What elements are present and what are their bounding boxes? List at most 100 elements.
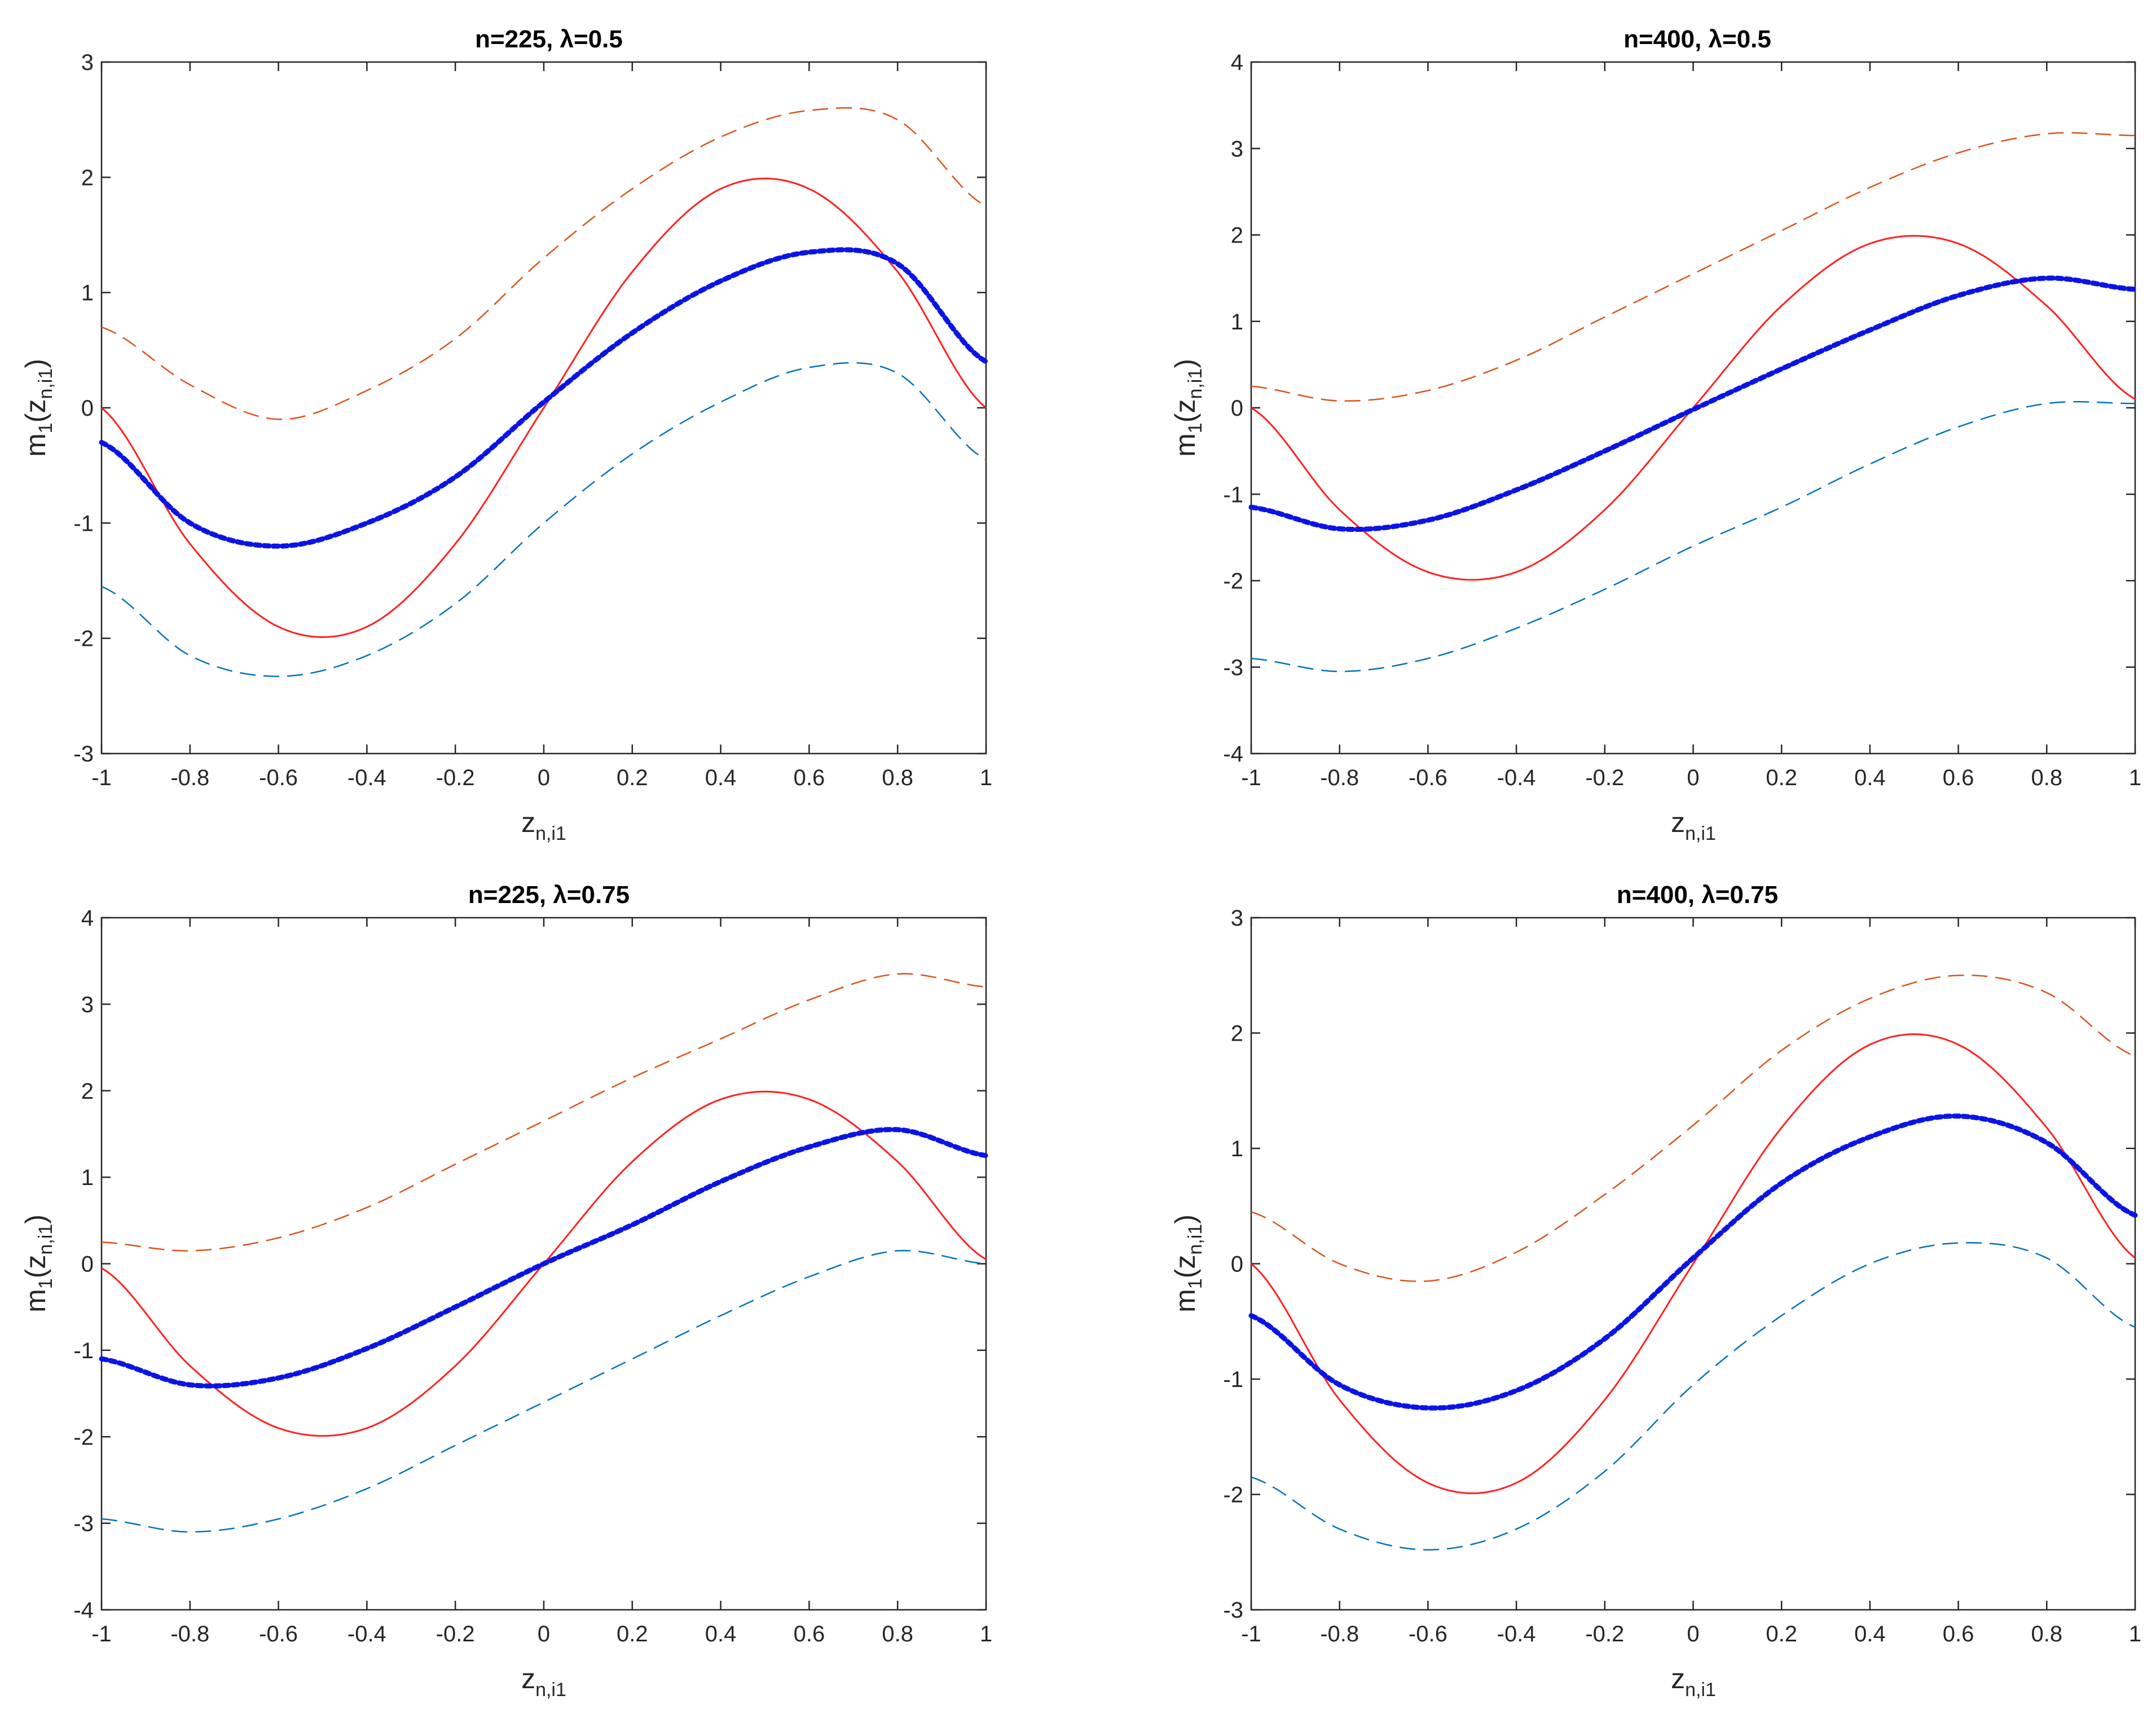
x-tick-label: 0.6	[794, 1622, 825, 1646]
x-tick-label: 1	[980, 1622, 992, 1646]
lower-band-line	[101, 1249, 987, 1533]
upper-band-line	[1251, 132, 2136, 402]
y-tick-label: 1	[1231, 310, 1243, 334]
x-tick-label: -0.6	[1409, 765, 1447, 790]
y-tick-label: 2	[1231, 223, 1243, 248]
lower-band-line	[1251, 401, 2135, 672]
y-tick-label: -2	[73, 1425, 94, 1450]
x-tick-label: -0.2	[1585, 1622, 1624, 1646]
x-tick-label: 0.4	[1854, 1622, 1886, 1646]
y-tick-label: 0	[1231, 396, 1243, 421]
y-tick-label: -1	[73, 511, 94, 536]
panel-n225-lambda075: n=225, λ=0.75 -1 -0.8 -0.6 -0.4 -0.2 0 0.2 0.4 0…	[20, 881, 992, 1701]
x-tick-label: 0	[1687, 765, 1699, 790]
panel-n400-lambda075: n=400, λ=0.75 -1 -0.8 -0.6 -0.4 -0.2 0 0.2 0.4 0…	[1169, 881, 2141, 1701]
y-tick-label: 0	[81, 396, 94, 421]
x-tick-label: -0.4	[1497, 1622, 1536, 1646]
y-tick-label: 2	[1231, 1021, 1243, 1046]
lower-band-line	[101, 362, 987, 677]
x-tick-label: 0.6	[794, 765, 825, 790]
plot-area: -1 -0.8 -0.6 -0.4 -0.2 0 0.2 0.4 0.6 0.8 1 -3 -2 -1 0 1…	[73, 50, 992, 790]
plot-area: -1 -0.8 -0.6 -0.4 -0.2 0 0.2 0.4 0.6 0.8 1 -4 -3 -2 -1…	[73, 906, 992, 1646]
x-tick-label: 0.2	[1766, 765, 1797, 790]
x-tick-label: -1	[1241, 1622, 1261, 1646]
y-tick-label: -2	[1223, 569, 1243, 594]
x-tick-label: 0.4	[705, 765, 737, 790]
y-tick-label: 1	[1231, 1137, 1243, 1161]
x-tick-label: 0.4	[705, 1622, 737, 1646]
true-function-line	[101, 177, 987, 638]
y-tick-label: 2	[81, 1079, 94, 1104]
x-tick-label: 0	[1687, 1622, 1699, 1646]
y-tick-label: -1	[1223, 482, 1243, 507]
x-tick-label: 0.6	[1943, 1622, 1974, 1646]
x-tick-label: 0.2	[1766, 1622, 1797, 1646]
panel-title: n=225, λ=0.5	[475, 25, 623, 53]
y-tick-label: 0	[1231, 1252, 1243, 1277]
x-tick-label: -0.4	[347, 765, 386, 790]
panel-title: n=400, λ=0.5	[1623, 25, 1771, 53]
x-tick-label: 0	[538, 1622, 550, 1646]
y-tick-label: 3	[81, 50, 94, 75]
x-tick-label: 0.4	[1854, 765, 1886, 790]
panel-n225-lambda05: n=225, λ=0.5 -1 -0.8 -0.6 -0.4 -0.2 0 0.2 0.4 0.…	[20, 25, 992, 844]
panel-n400-lambda05: n=400, λ=0.5 -1 -0.8 -0.6 -0.4 -0.2 0 0.2 0.4 0.…	[1169, 25, 2141, 844]
x-tick-label: -1	[91, 765, 112, 790]
upper-band-line	[1251, 974, 2136, 1282]
y-axis-label: m1(zn,i1)	[20, 359, 56, 457]
y-tick-label: 2	[81, 165, 94, 190]
y-axis-label: m1(zn,i1)	[1169, 1214, 1206, 1313]
x-tick-label: -0.4	[1497, 765, 1536, 790]
x-axis-label: zn,i1	[521, 1663, 566, 1701]
y-tick-label: -3	[73, 1512, 94, 1536]
x-axis-label: zn,i1	[1671, 807, 1716, 844]
x-tick-label: 0.2	[617, 765, 648, 790]
x-axis-label: zn,i1	[521, 807, 566, 844]
y-tick-label: 3	[1231, 906, 1243, 931]
x-tick-label: 0.2	[617, 1622, 648, 1646]
y-tick-label: -1	[1223, 1367, 1243, 1392]
y-tick-label: -4	[1223, 742, 1243, 767]
x-tick-label: -0.8	[1320, 765, 1359, 790]
x-tick-label: -0.6	[1409, 1622, 1447, 1646]
estimate-dotted-line	[99, 247, 989, 549]
x-tick-label: -0.2	[1585, 765, 1624, 790]
plot-area: -1 -0.8 -0.6 -0.4 -0.2 0 0.2 0.4 0.6 0.8 1 -4 -3 -2 -1…	[1223, 50, 2141, 790]
x-tick-label: 0.6	[1943, 765, 1974, 790]
x-tick-label: -0.2	[436, 1622, 475, 1646]
x-tick-label: 1	[2129, 765, 2141, 790]
true-function-line	[1251, 1033, 2136, 1495]
y-tick-label: -4	[73, 1598, 94, 1623]
x-axis-label: zn,i1	[1671, 1663, 1716, 1701]
x-tick-label: -0.6	[259, 765, 298, 790]
panel-title: n=225, λ=0.75	[468, 881, 630, 909]
x-tick-label: 1	[980, 765, 992, 790]
estimate-dotted-line	[1248, 275, 2138, 532]
upper-band-line	[101, 107, 987, 420]
y-tick-label: 4	[81, 906, 94, 931]
y-tick-label: 1	[81, 281, 94, 306]
y-axis-label: m1(zn,i1)	[1169, 359, 1206, 457]
plot-area: -1 -0.8 -0.6 -0.4 -0.2 0 0.2 0.4 0.6 0.8 1 -3 -2 -1 0 1…	[1223, 906, 2141, 1646]
x-tick-label: -0.8	[1320, 1622, 1359, 1646]
y-axis-label: m1(zn,i1)	[20, 1214, 56, 1313]
upper-band-line	[101, 973, 987, 1252]
x-tick-label: 0.8	[882, 765, 913, 790]
x-tick-label: 0.8	[2031, 765, 2062, 790]
x-tick-label: 0.8	[2031, 1622, 2062, 1646]
estimate-dotted-line	[99, 1126, 989, 1389]
y-tick-label: -3	[73, 742, 94, 767]
y-tick-label: -3	[1223, 1598, 1243, 1623]
x-tick-label: -0.2	[436, 765, 475, 790]
y-tick-label: -2	[1223, 1483, 1243, 1508]
y-tick-label: -2	[73, 627, 94, 651]
x-tick-label: -0.4	[347, 1622, 386, 1646]
x-tick-label: 1	[2129, 1622, 2141, 1646]
x-tick-label: 0	[538, 765, 550, 790]
panel-title: n=400, λ=0.75	[1617, 881, 1778, 909]
y-tick-label: 0	[81, 1252, 94, 1277]
estimate-dotted-line	[1248, 1113, 2138, 1411]
x-tick-label: -0.6	[259, 1622, 298, 1646]
x-tick-label: -1	[91, 1622, 112, 1646]
